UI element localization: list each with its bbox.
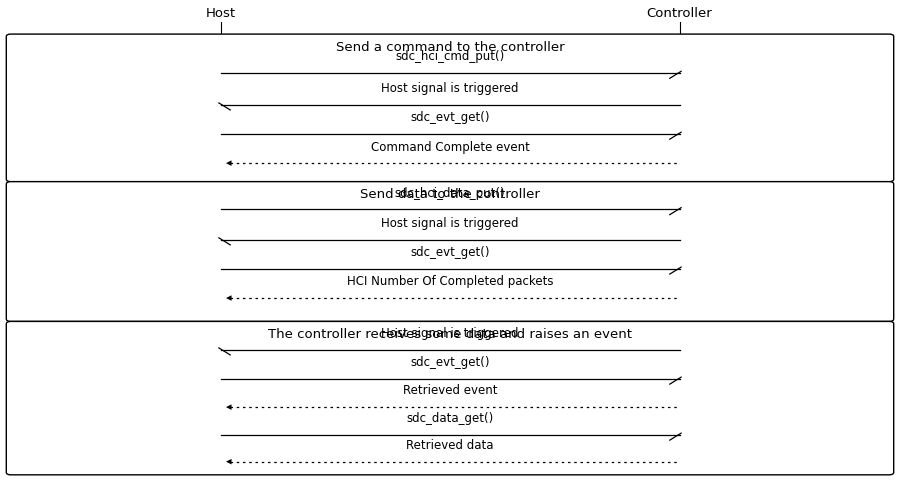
Text: Send data to the controller: Send data to the controller: [360, 188, 540, 201]
Text: Host: Host: [205, 7, 236, 20]
Text: Host signal is triggered: Host signal is triggered: [382, 82, 518, 95]
Text: Retrieved data: Retrieved data: [406, 439, 494, 452]
FancyBboxPatch shape: [6, 182, 894, 321]
Text: sdc_evt_get(): sdc_evt_get(): [410, 356, 490, 369]
Text: Command Complete event: Command Complete event: [371, 141, 529, 153]
Text: sdc_hci_cmd_put(): sdc_hci_cmd_put(): [395, 51, 505, 63]
Text: Send a command to the controller: Send a command to the controller: [336, 41, 564, 54]
Text: The controller receives some data and raises an event: The controller receives some data and ra…: [268, 328, 632, 341]
Text: HCI Number Of Completed packets: HCI Number Of Completed packets: [346, 276, 554, 288]
Text: Controller: Controller: [646, 7, 713, 20]
FancyBboxPatch shape: [6, 34, 894, 182]
Text: sdc_hci_data_put(): sdc_hci_data_put(): [395, 187, 505, 200]
Text: sdc_evt_get(): sdc_evt_get(): [410, 246, 490, 259]
Text: sdc_data_get(): sdc_data_get(): [407, 412, 493, 425]
Text: Retrieved event: Retrieved event: [403, 385, 497, 397]
FancyBboxPatch shape: [6, 321, 894, 475]
Text: sdc_evt_get(): sdc_evt_get(): [410, 112, 490, 124]
Text: Host signal is triggered: Host signal is triggered: [382, 217, 518, 230]
Text: Host signal is triggered: Host signal is triggered: [382, 327, 518, 340]
